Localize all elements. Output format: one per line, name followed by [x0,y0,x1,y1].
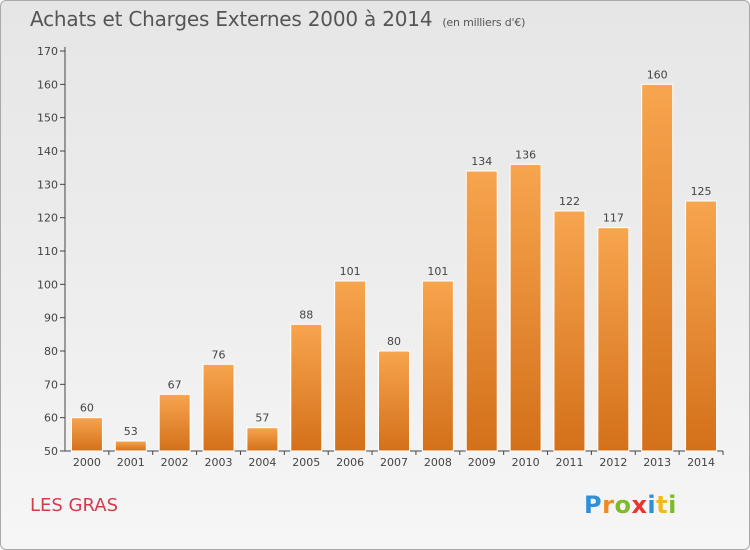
x-tick-label: 2009 [468,456,496,469]
bar-value-label: 101 [427,265,448,278]
bar [202,363,235,452]
data-labels: 60 53 67 76 57 88 101 80 101 134 136 122 117 160 125 [80,68,712,438]
y-tick-label: 150 [37,112,58,125]
y-tick-label: 160 [37,78,58,91]
x-tick-label: 2001 [117,456,145,469]
y-tick-label: 60 [44,412,58,425]
bar [509,163,542,452]
y-tick-label: 170 [37,45,58,58]
y-tick-label: 70 [44,378,58,391]
chart-title: Achats et Charges Externes 2000 à 2014 (e… [30,7,525,31]
bar [334,280,367,452]
y-tick-label: 90 [44,312,58,325]
bar-value-label: 134 [471,155,492,168]
x-tick-label: 2014 [687,456,715,469]
bar [378,350,410,452]
bar [465,170,498,452]
bar-value-label: 67 [168,378,182,391]
bar-value-label: 136 [515,148,536,161]
bars [70,83,718,452]
y-tick-label: 130 [37,178,58,191]
bar [685,200,718,452]
bar-value-label: 80 [387,335,401,348]
bar-value-label: 122 [559,195,580,208]
location-label: LES GRAS [30,495,119,516]
x-tick-label: 2005 [292,456,320,469]
x-tick-label: 2011 [555,456,583,469]
title-text: Achats et Charges Externes 2000 à 2014 [30,7,433,31]
x-tick-label: 2007 [380,456,408,469]
x-tick-label: 2003 [205,456,233,469]
bar [290,323,323,452]
y-tick-label: 120 [37,212,58,225]
x-tick-label: 2002 [161,456,189,469]
bar [114,440,147,452]
y-tick-label: 100 [37,278,58,291]
logo-letter: o [614,491,632,519]
logo-letter: i [647,491,657,519]
logo-letter: P [584,491,603,519]
bar [641,83,674,452]
bar-value-label: 57 [255,412,269,425]
x-tick-label: 2006 [336,456,364,469]
bar-value-label: 160 [647,68,668,81]
axes: 50 60 70 80 90 100 110 120 130 140 150 160 170 2000 20… [37,45,724,469]
logo-letter: i [668,491,677,519]
bar [158,393,191,452]
bar [70,417,103,452]
bar [421,280,454,452]
bar-value-label: 76 [212,348,226,361]
x-tick-label: 2013 [643,456,671,469]
y-tick-label: 140 [37,145,58,158]
proxiti-logo: Proxiti [584,491,677,519]
y-tick-label: 80 [44,345,58,358]
x-tick-label: 2010 [512,456,540,469]
bar-value-label: 88 [299,308,313,321]
bar-value-label: 53 [124,425,138,438]
unit-label: (en milliers d'€) [442,16,526,29]
y-tick-label: 50 [44,445,58,458]
logo-letter: t [656,491,669,519]
bar [597,227,630,452]
x-tick-label: 2000 [73,456,101,469]
y-tick-label: 110 [37,245,58,258]
bar [553,210,586,452]
x-tick-label: 2008 [424,456,452,469]
x-tick-label: 2004 [248,456,276,469]
logo-letter: r [602,491,615,519]
bar [246,427,279,452]
bar-value-label: 125 [691,185,712,198]
bar-value-label: 117 [603,212,624,225]
bar-value-label: 60 [80,402,94,415]
bar-value-label: 101 [340,265,361,278]
x-tick-label: 2012 [599,456,627,469]
logo-letter: x [631,491,648,519]
